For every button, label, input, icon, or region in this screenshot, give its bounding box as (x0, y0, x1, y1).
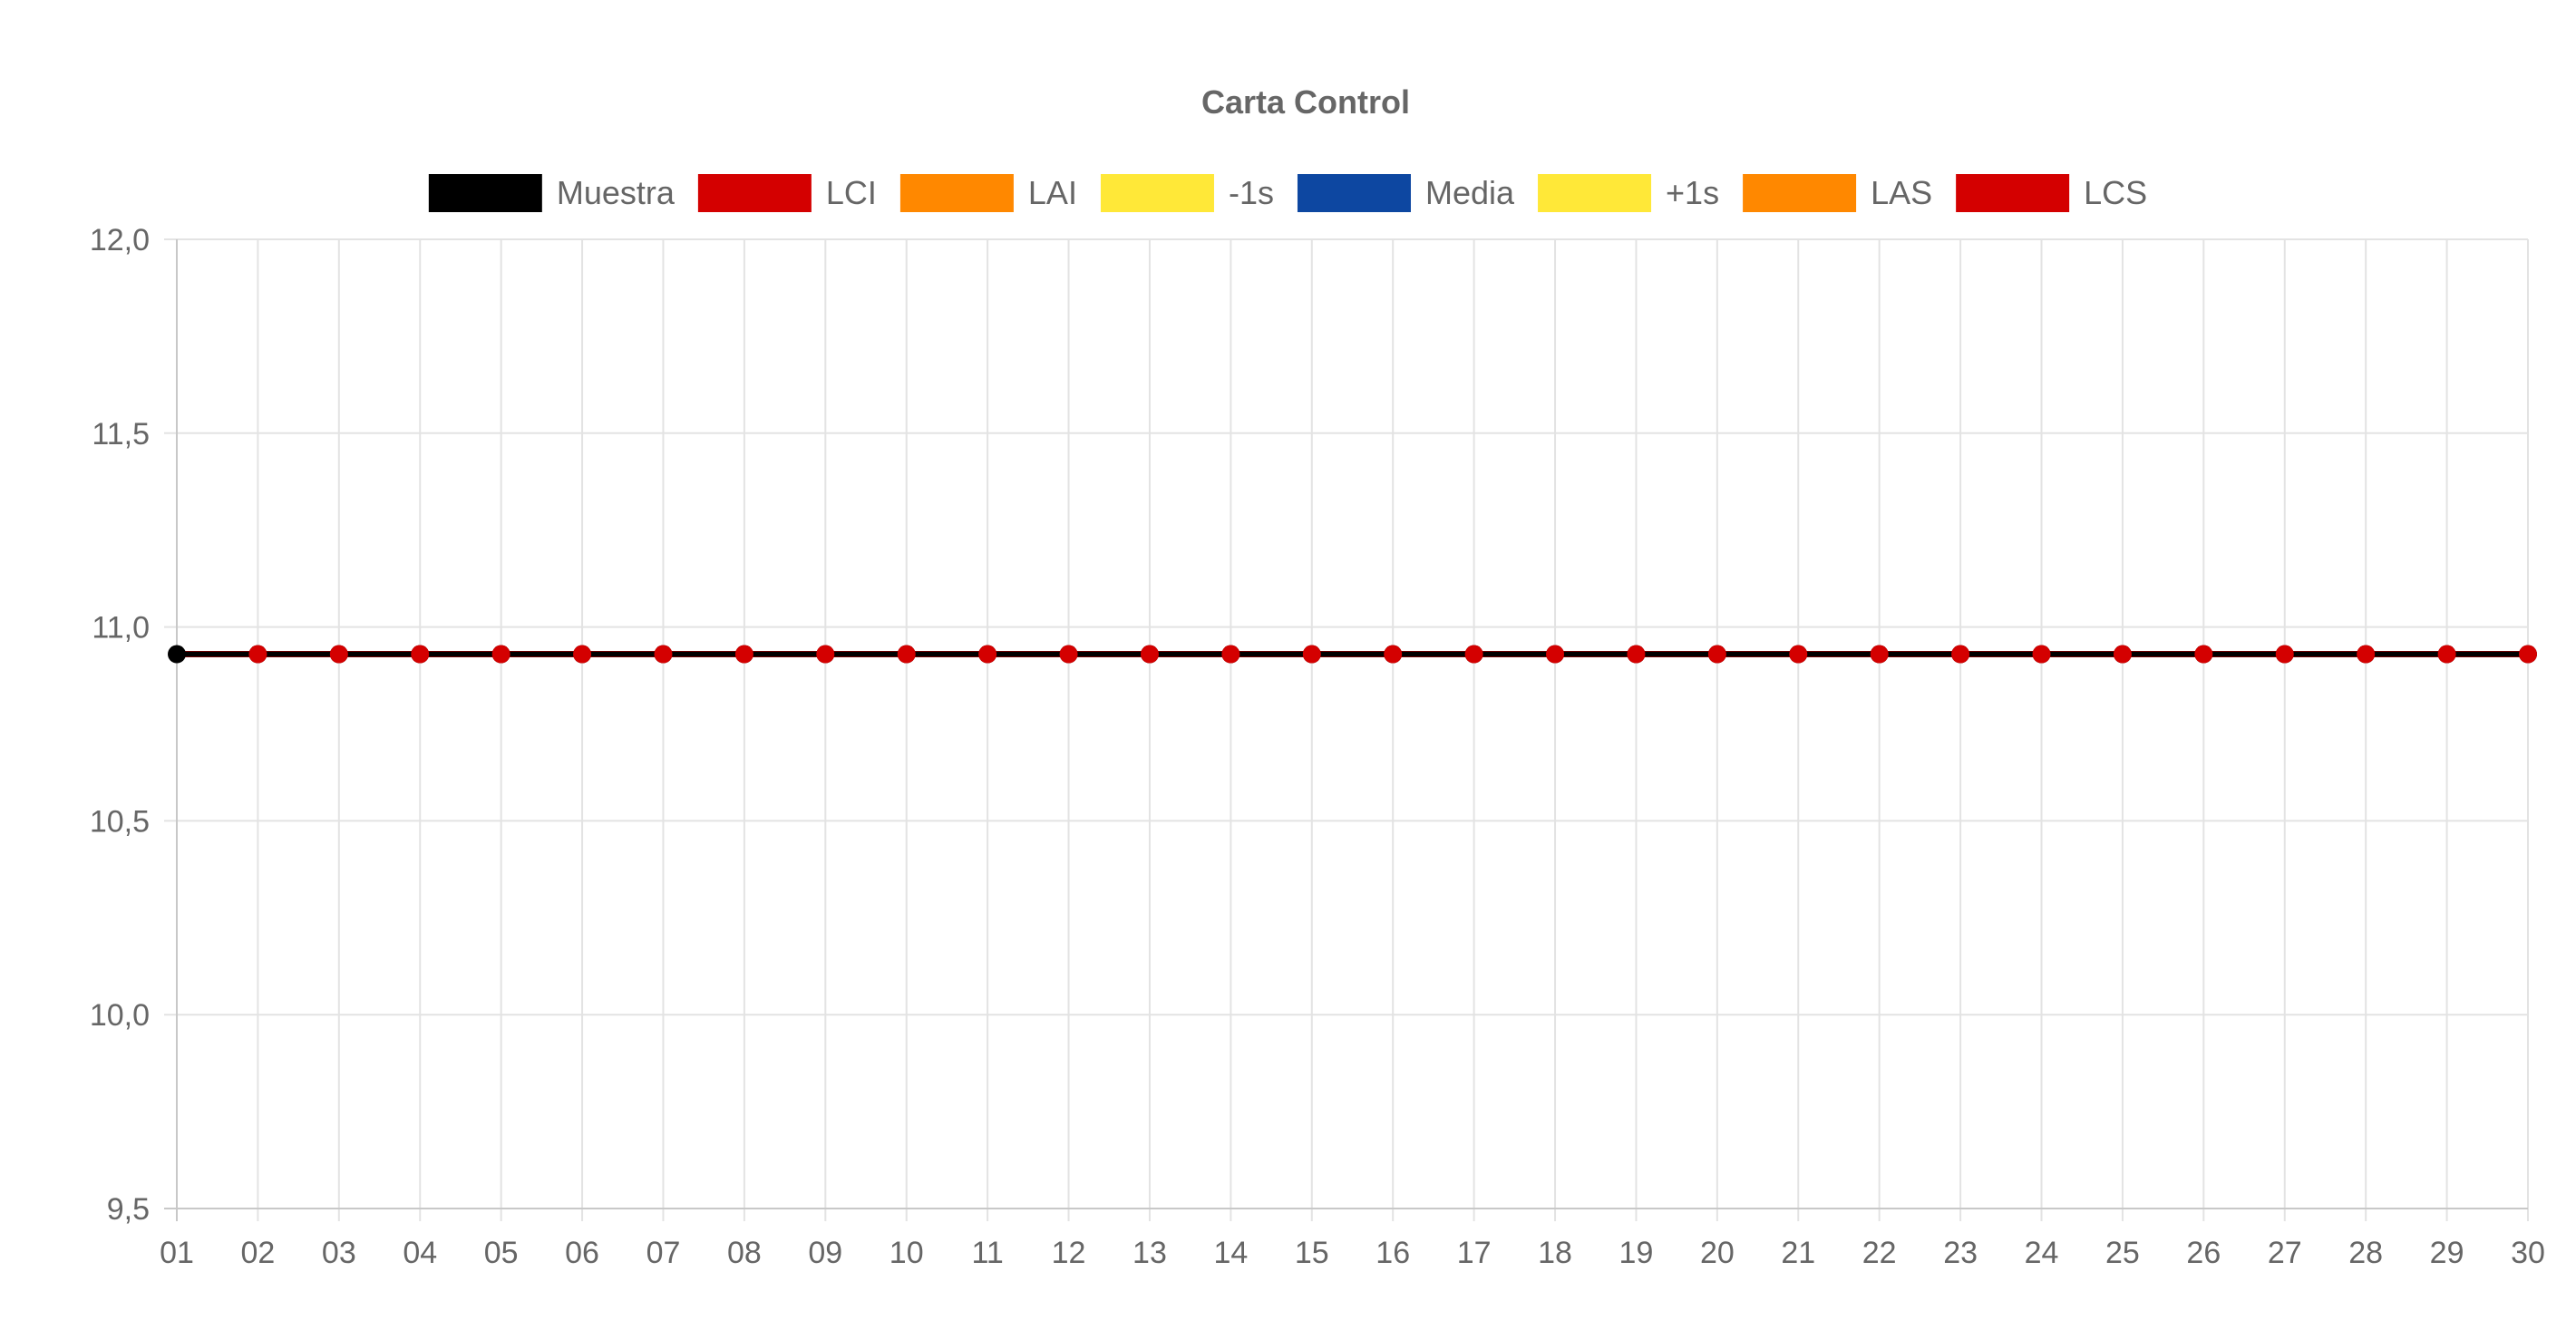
x-tick-label-28: 28 (2348, 1236, 2383, 1270)
point-LCS-23[interactable] (1951, 645, 1970, 664)
point-LCS-12[interactable] (1059, 645, 1078, 664)
x-tick-label-12: 12 (1052, 1236, 1086, 1270)
x-tick-label-01: 01 (160, 1236, 194, 1270)
legend-item-LCS[interactable]: LCS (1956, 174, 2147, 212)
point-LCS-20[interactable] (1707, 645, 1726, 664)
x-tick-label-19: 19 (1619, 1236, 1654, 1270)
point-LCS-25[interactable] (2113, 645, 2132, 664)
x-tick-label-15: 15 (1295, 1236, 1329, 1270)
x-tick-label-03: 03 (322, 1236, 356, 1270)
point-LCS-14[interactable] (1221, 645, 1240, 664)
x-axis: 01 02 03 04 05 06 07 08 09 10 11 12 13 14 15 16 17 18 19 20… (160, 1208, 2545, 1270)
legend-swatch (1538, 174, 1652, 212)
x-tick-label-26: 26 (2186, 1236, 2221, 1270)
legend-swatch (1100, 174, 1214, 212)
x-tick-label-14: 14 (1213, 1236, 1248, 1270)
x-tick-label-16: 16 (1375, 1236, 1410, 1270)
legend-label: Muestra (557, 174, 676, 211)
x-tick-label-09: 09 (808, 1236, 842, 1270)
point-LCS-13[interactable] (1140, 645, 1159, 664)
chart-title: Carta Control (1201, 83, 1410, 121)
point-LCS-28[interactable] (2357, 645, 2376, 664)
point-LCS-26[interactable] (2194, 645, 2213, 664)
x-tick-label-30: 30 (2511, 1236, 2545, 1270)
grid (164, 238, 2529, 1221)
point-LCS-02[interactable] (248, 645, 267, 664)
y-axis: 12,0 11,5 11,0 10,5 10,0 9,5 (90, 223, 178, 1227)
x-tick-label-07: 07 (646, 1236, 681, 1270)
point-LCS-30[interactable] (2519, 645, 2537, 664)
point-LCS-27[interactable] (2275, 645, 2294, 664)
point-LCS-15[interactable] (1302, 645, 1321, 664)
point-LCS-06[interactable] (573, 645, 592, 664)
legend-label: LCS (2084, 174, 2147, 211)
legend-label: -1s (1229, 174, 1274, 211)
y-tick-label: 11,0 (92, 611, 150, 646)
point-LCS-10[interactable] (897, 645, 916, 664)
x-tick-label-06: 06 (565, 1236, 599, 1270)
point-Muestra-01[interactable] (168, 645, 186, 664)
legend-item-LAS[interactable]: LAS (1743, 174, 1932, 212)
x-tick-label-11: 11 (971, 1236, 1003, 1270)
point-LCS-03[interactable] (329, 645, 348, 664)
y-tick-label: 10,5 (90, 804, 150, 839)
y-tick-label: 10,0 (90, 998, 150, 1033)
legend-swatch (1956, 174, 2070, 212)
x-tick-label-20: 20 (1700, 1236, 1735, 1270)
legend-swatch (899, 174, 1014, 212)
x-tick-label-18: 18 (1538, 1236, 1572, 1270)
point-LCS-08[interactable] (734, 645, 753, 664)
legend-label: Media (1425, 174, 1515, 211)
point-LCS-19[interactable] (1627, 645, 1646, 664)
x-tick-label-22: 22 (1862, 1236, 1897, 1270)
y-tick-label: 12,0 (90, 223, 150, 257)
x-tick-label-05: 05 (484, 1236, 519, 1270)
point-LCS-05[interactable] (491, 645, 510, 664)
point-LCS-04[interactable] (411, 645, 430, 664)
legend-swatch (1743, 174, 1857, 212)
legend-item-Media[interactable]: Media (1297, 174, 1515, 212)
legend-swatch (1297, 174, 1411, 212)
point-LCS-24[interactable] (2032, 645, 2051, 664)
legend-item-LCI[interactable]: LCI (697, 174, 877, 212)
point-LCS-09[interactable] (816, 645, 835, 664)
point-LCS-11[interactable] (978, 645, 997, 664)
legend-swatch (428, 174, 542, 212)
legend-item-LAI[interactable]: LAI (899, 174, 1077, 212)
x-tick-label-08: 08 (727, 1236, 762, 1270)
x-tick-label-10: 10 (889, 1236, 924, 1270)
point-LCS-29[interactable] (2437, 645, 2456, 664)
point-LCS-22[interactable] (1870, 645, 1889, 664)
x-tick-label-25: 25 (2105, 1236, 2140, 1270)
x-tick-label-13: 13 (1132, 1236, 1167, 1270)
legend-label: LAS (1871, 174, 1932, 211)
x-tick-label-27: 27 (2268, 1236, 2302, 1270)
legend-label: LCI (826, 174, 877, 211)
point-LCS-18[interactable] (1546, 645, 1565, 664)
x-tick-label-17: 17 (1457, 1236, 1492, 1270)
x-tick-label-23: 23 (1943, 1236, 1978, 1270)
x-tick-label-24: 24 (2025, 1236, 2059, 1270)
y-tick-label: 9,5 (107, 1192, 150, 1227)
legend-item-Muestra[interactable]: Muestra (428, 174, 676, 212)
x-tick-label-29: 29 (2430, 1236, 2464, 1270)
legend-item--1s[interactable]: -1s (1100, 174, 1274, 212)
point-LCS-21[interactable] (1789, 645, 1808, 664)
x-tick-label-21: 21 (1781, 1236, 1815, 1270)
x-tick-label-02: 02 (240, 1236, 275, 1270)
point-LCS-17[interactable] (1464, 645, 1483, 664)
point-LCS-16[interactable] (1384, 645, 1403, 664)
legend-label: +1s (1666, 174, 1719, 211)
legend-swatch (697, 174, 812, 212)
legend-item-+1s[interactable]: +1s (1538, 174, 1719, 212)
x-tick-label-04: 04 (403, 1236, 437, 1270)
series-layer (168, 645, 2537, 664)
legend-label: LAI (1028, 174, 1077, 211)
legend: Muestra LCI LAI -1s Media +1s LAS LCS (428, 174, 2147, 212)
point-LCS-07[interactable] (654, 645, 673, 664)
y-tick-label: 11,5 (92, 417, 150, 451)
